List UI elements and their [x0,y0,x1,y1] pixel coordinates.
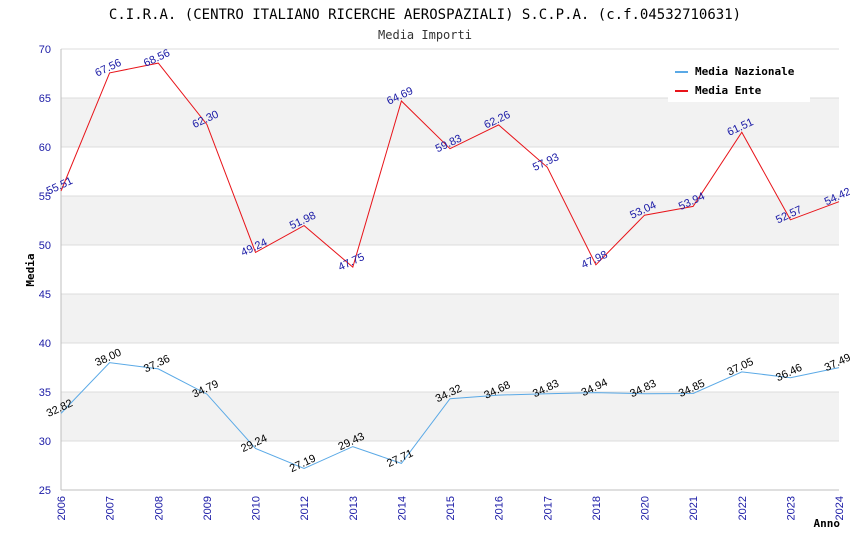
data-label-ente: 47.75 [336,251,366,274]
y-tick-label: 65 [39,93,51,105]
x-tick-label: 2013 [348,496,360,520]
x-tick-label: 2021 [688,496,700,520]
data-label-ente: 55.51 [45,175,75,198]
x-tick-label: 2016 [494,496,506,520]
x-tick-label: 2014 [396,496,408,520]
data-label-nazionale: 37.36 [142,353,172,376]
grid-band [61,294,839,343]
y-tick-label: 30 [39,436,51,448]
chart-title: C.I.R.A. (CENTRO ITALIANO RICERCHE AEROS… [109,7,741,23]
data-label-ente: 68.56 [142,47,172,70]
legend-label-ente: Media Ente [695,84,762,97]
x-tick-label: 2023 [785,496,797,520]
data-label-nazionale: 27.19 [288,453,318,476]
y-tick-label: 60 [39,142,51,154]
data-label-nazionale: 37.05 [725,356,755,379]
x-tick-label: 2024 [834,496,846,520]
y-tick-label: 50 [39,240,51,252]
legend-label-nazionale: Media Nazionale [695,65,795,78]
y-tick-label: 70 [39,44,51,56]
data-label-ente: 57.93 [531,151,561,174]
x-tick-label: 2009 [202,496,214,520]
x-tick-label: 2020 [640,496,652,520]
grid-band [61,196,839,245]
x-tick-label: 2010 [251,496,263,520]
legend-box [668,58,810,102]
chart-subtitle: Media Importi [378,28,472,42]
data-label-nazionale: 27.71 [385,447,415,470]
x-tick-label: 2006 [56,496,68,520]
x-tick-label: 2017 [542,496,554,520]
y-axis-title: Media [24,253,37,286]
y-tick-label: 45 [39,289,51,301]
x-tick-label: 2015 [445,496,457,520]
data-label-nazionale: 37.49 [823,352,850,375]
x-tick-label: 2012 [299,496,311,520]
x-tick-label: 2007 [105,496,117,520]
y-tick-label: 55 [39,191,51,203]
x-tick-label: 2008 [153,496,165,520]
grid-bands [61,48,839,491]
series-lines [60,62,840,470]
y-tick-label: 40 [39,338,51,350]
grid-band [61,98,839,147]
x-tick-label: 2022 [737,496,749,520]
series-line-nazionale [60,362,840,470]
grid-band [61,392,839,441]
data-label-nazionale: 38.00 [93,347,123,370]
series-line-ente [60,62,840,268]
y-tick-label: 35 [39,387,51,399]
axes: 25 30 35 40 45 50 55 60 65 70 2006 2007 2008 2009 2010… [39,44,846,520]
x-tick-label: 2018 [591,496,603,520]
x-axis-title: Anno [814,517,841,530]
y-tick-label: 25 [39,485,51,497]
data-label-ente: 47.98 [580,249,610,272]
data-label-nazionale: 36.46 [774,362,804,385]
legend: Media Nazionale Media Ente [668,58,810,102]
